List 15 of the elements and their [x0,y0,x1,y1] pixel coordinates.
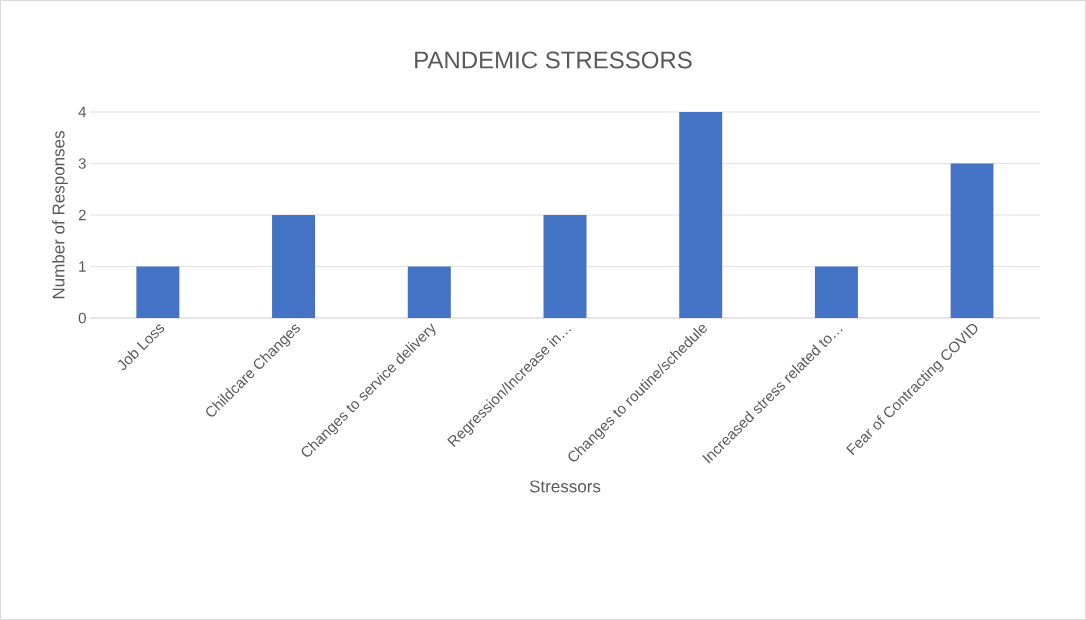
y-tick-label: 3 [78,158,86,169]
y-axis-title: Number of Responses [52,131,68,299]
bar [950,163,994,318]
chart-title: PANDEMIC STRESSORS [415,51,692,69]
x-axis-title: Stressors [529,480,601,493]
bar [136,266,180,318]
y-tick-label: 0 [78,312,86,324]
bar [407,266,451,318]
bar [679,111,723,318]
y-tick-label: 4 [78,106,87,118]
bar [814,266,858,318]
y-tick-label: 1 [79,261,86,272]
bar [272,214,316,318]
y-tick-label: 2 [78,209,86,221]
bar [543,214,587,318]
